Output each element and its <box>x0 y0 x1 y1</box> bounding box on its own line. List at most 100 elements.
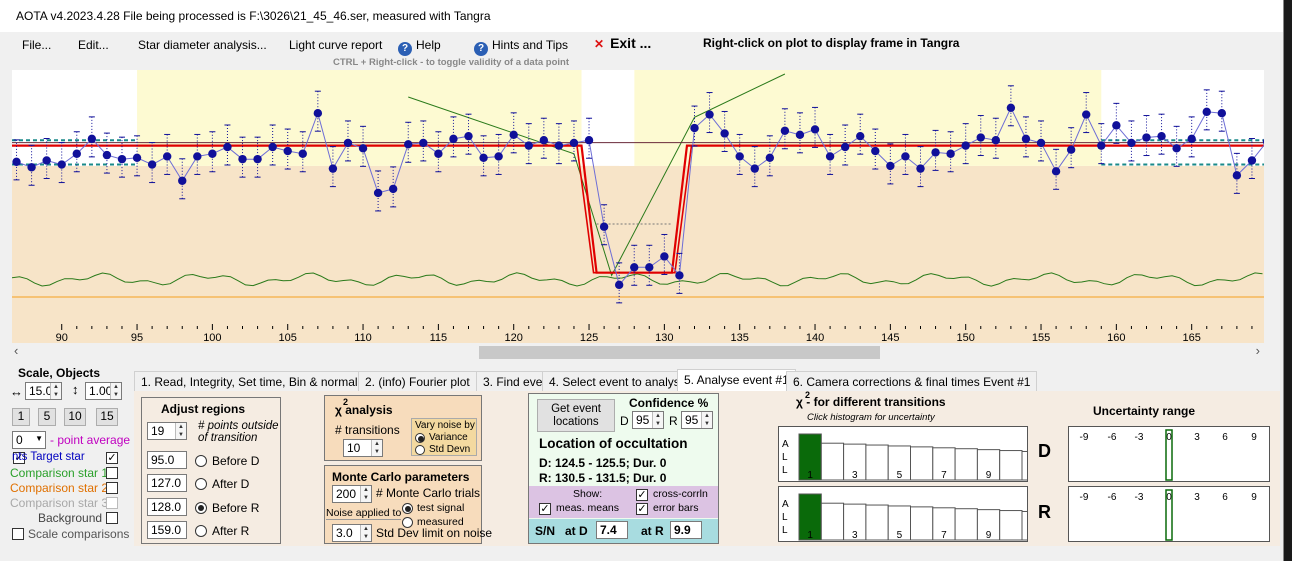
tab-fourier[interactable]: 2. (info) Fourier plot <box>358 371 477 391</box>
x-tick-label: 130 <box>655 332 673 343</box>
transitions-value: 10 <box>347 441 361 455</box>
tab-read[interactable]: 1. Read, Integrity, Set time, Bin & norm… <box>134 371 380 391</box>
menu-light-curve-report[interactable]: Light curve report <box>289 38 383 52</box>
spinner-updown-icon[interactable]: ▲ ▼ <box>652 412 663 428</box>
data-point <box>961 141 970 150</box>
data-point <box>1021 134 1031 144</box>
scale-spinner[interactable]: 15.0 ▲ ▼ <box>25 382 62 400</box>
sn-box: S/N at D 7.4 at R 9.9 <box>529 519 718 543</box>
data-point <box>1157 131 1166 141</box>
data-point <box>283 146 292 156</box>
after-r-value[interactable]: 159.0 <box>147 521 187 539</box>
comparison-star-3-checkbox[interactable] <box>106 497 118 509</box>
r-transition-histogram[interactable]: ALL1357911 <box>778 486 1045 542</box>
spinner-updown-icon[interactable]: ▲ ▼ <box>360 525 371 541</box>
before-d-radio[interactable] <box>195 455 207 467</box>
target-star-checkbox[interactable]: ✓ <box>106 452 118 464</box>
menu-exit[interactable]: ✕ Exit ... <box>594 35 651 51</box>
r-histogram-svg[interactable]: ALL1357911 <box>779 487 1045 541</box>
spinner-updown-icon[interactable]: ▲ ▼ <box>50 383 61 399</box>
chi-transitions-title: χ - for different transitions 2 <box>796 390 946 409</box>
confidence-r-spinner[interactable]: 95 ▲ ▼ <box>681 411 713 429</box>
light-curve-plot[interactable]: 90 95 100 105 110 115 120 125 130 135 140 145 150 155… <box>12 70 1264 343</box>
histogram-bar <box>999 450 1023 481</box>
menu-star-diameter[interactable]: Star diameter analysis... <box>138 38 267 52</box>
get-event-label-1: Get event <box>551 403 601 415</box>
menu-file[interactable]: File... <box>22 38 52 52</box>
trials-spinner[interactable]: 200 ▲ ▼ <box>332 485 372 503</box>
spinner-updown-icon[interactable]: ▲ ▼ <box>701 412 712 428</box>
data-point <box>1097 141 1106 150</box>
data-point <box>1202 107 1211 117</box>
spinner-updown-icon[interactable]: ▲ ▼ <box>360 486 371 502</box>
tab-select-event[interactable]: 4. Select event to analyse <box>542 371 694 391</box>
meas-means-checkbox[interactable]: ✓ <box>539 503 551 515</box>
data-point <box>72 149 81 158</box>
comparison-star-1-checkbox[interactable] <box>106 467 118 479</box>
scale-1-button[interactable]: 1 <box>12 408 30 426</box>
point-average-select[interactable]: 0 ▼ <box>12 431 46 449</box>
scale-15-button[interactable]: 15 <box>96 408 118 426</box>
objects-spinner[interactable]: 1.00 ▲ ▼ <box>85 382 122 400</box>
std-devn-radio[interactable] <box>415 445 425 455</box>
spinner-updown-icon[interactable]: ▲ ▼ <box>175 423 186 439</box>
histogram-bar <box>999 510 1023 541</box>
data-point <box>358 144 368 153</box>
data-point <box>976 133 985 142</box>
scroll-right-arrow-icon[interactable]: › <box>1255 343 1260 358</box>
tab-camera-corrections[interactable]: 6. Camera corrections & final times Even… <box>786 371 1038 391</box>
cross-corrln-checkbox[interactable]: ✓ <box>636 489 648 501</box>
d-transition-histogram[interactable]: ALL1357911 <box>778 426 1045 482</box>
tab-analyse-event[interactable]: 5. Analyse event #1 <box>677 369 796 391</box>
confidence-d-spinner[interactable]: 95 ▲ ▼ <box>632 411 664 429</box>
data-point <box>27 163 36 172</box>
x-tick-label: 135 <box>731 332 749 343</box>
scroll-left-arrow-icon[interactable]: ‹ <box>14 343 19 358</box>
data-point <box>645 263 654 272</box>
comparison-star-2-label: Comparison star 2 <box>10 481 109 495</box>
menu-hints[interactable]: ? Hints and Tips <box>474 38 568 56</box>
spinner-updown-icon[interactable]: ▲ ▼ <box>110 383 121 399</box>
test-signal-radio[interactable] <box>402 503 413 514</box>
data-point <box>388 184 398 194</box>
std-limit-spinner[interactable]: 3.0 ▲ ▼ <box>332 524 372 542</box>
before-r-radio[interactable] <box>195 502 207 514</box>
d-histogram-svg[interactable]: ALL1357911 <box>779 427 1045 481</box>
target-left-checkbox[interactable]: ✓ <box>13 452 25 464</box>
before-r-value[interactable]: 128.0 <box>147 498 187 516</box>
chevron-down-icon: ▼ <box>35 434 43 443</box>
after-d-value[interactable]: 127.0 <box>147 474 187 492</box>
spinner-updown-icon[interactable]: ▲ ▼ <box>371 440 382 456</box>
scale-objects-panel: Scale, Objects ↔ 15.0 ▲ ▼ ↕ 1.00 ▲ ▼ 1 5 10 … <box>8 364 132 544</box>
menu-help[interactable]: ? Help <box>398 38 441 56</box>
get-event-locations-button[interactable]: Get event locations <box>537 399 615 432</box>
after-d-radio[interactable] <box>195 478 207 490</box>
scrollbar-thumb[interactable] <box>479 346 880 359</box>
adjust-regions-title: Adjust regions <box>161 402 246 416</box>
histogram-bar <box>1021 510 1045 541</box>
error-bars-checkbox[interactable]: ✓ <box>636 503 648 515</box>
light-curve-svg[interactable]: 90 95 100 105 110 115 120 125 130 135 140 145 150 155… <box>12 70 1264 343</box>
data-point <box>554 141 564 150</box>
scale-10-button[interactable]: 10 <box>64 408 86 426</box>
background-checkbox[interactable] <box>106 512 118 524</box>
variance-radio[interactable] <box>415 433 425 443</box>
menu-edit[interactable]: Edit... <box>78 38 109 52</box>
data-point <box>840 142 850 152</box>
scale-comparisons-checkbox[interactable] <box>12 528 24 540</box>
data-point <box>298 149 307 158</box>
data-point <box>449 134 458 144</box>
monte-carlo-title: Monte Carlo parameters <box>332 470 470 484</box>
after-r-radio[interactable] <box>195 525 207 537</box>
chi2-analysis-box: χ analysis 2 # transitions 10 ▲ ▼ Vary nois… <box>324 395 482 461</box>
title-bar: AOTA v4.2023.4.28 File being processed i… <box>0 0 1283 32</box>
measured-radio[interactable] <box>402 517 413 528</box>
transitions-spinner[interactable]: 10 ▲ ▼ <box>343 439 383 457</box>
menu-exit-label: Exit ... <box>610 35 652 51</box>
scale-5-button[interactable]: 5 <box>38 408 56 426</box>
points-outside-spinner[interactable]: 19 ▲ ▼ <box>147 422 187 440</box>
before-d-value[interactable]: 95.0 <box>147 451 187 469</box>
comparison-star-2-checkbox[interactable] <box>106 482 118 494</box>
plot-scrollbar[interactable]: ‹ › <box>12 343 1264 361</box>
